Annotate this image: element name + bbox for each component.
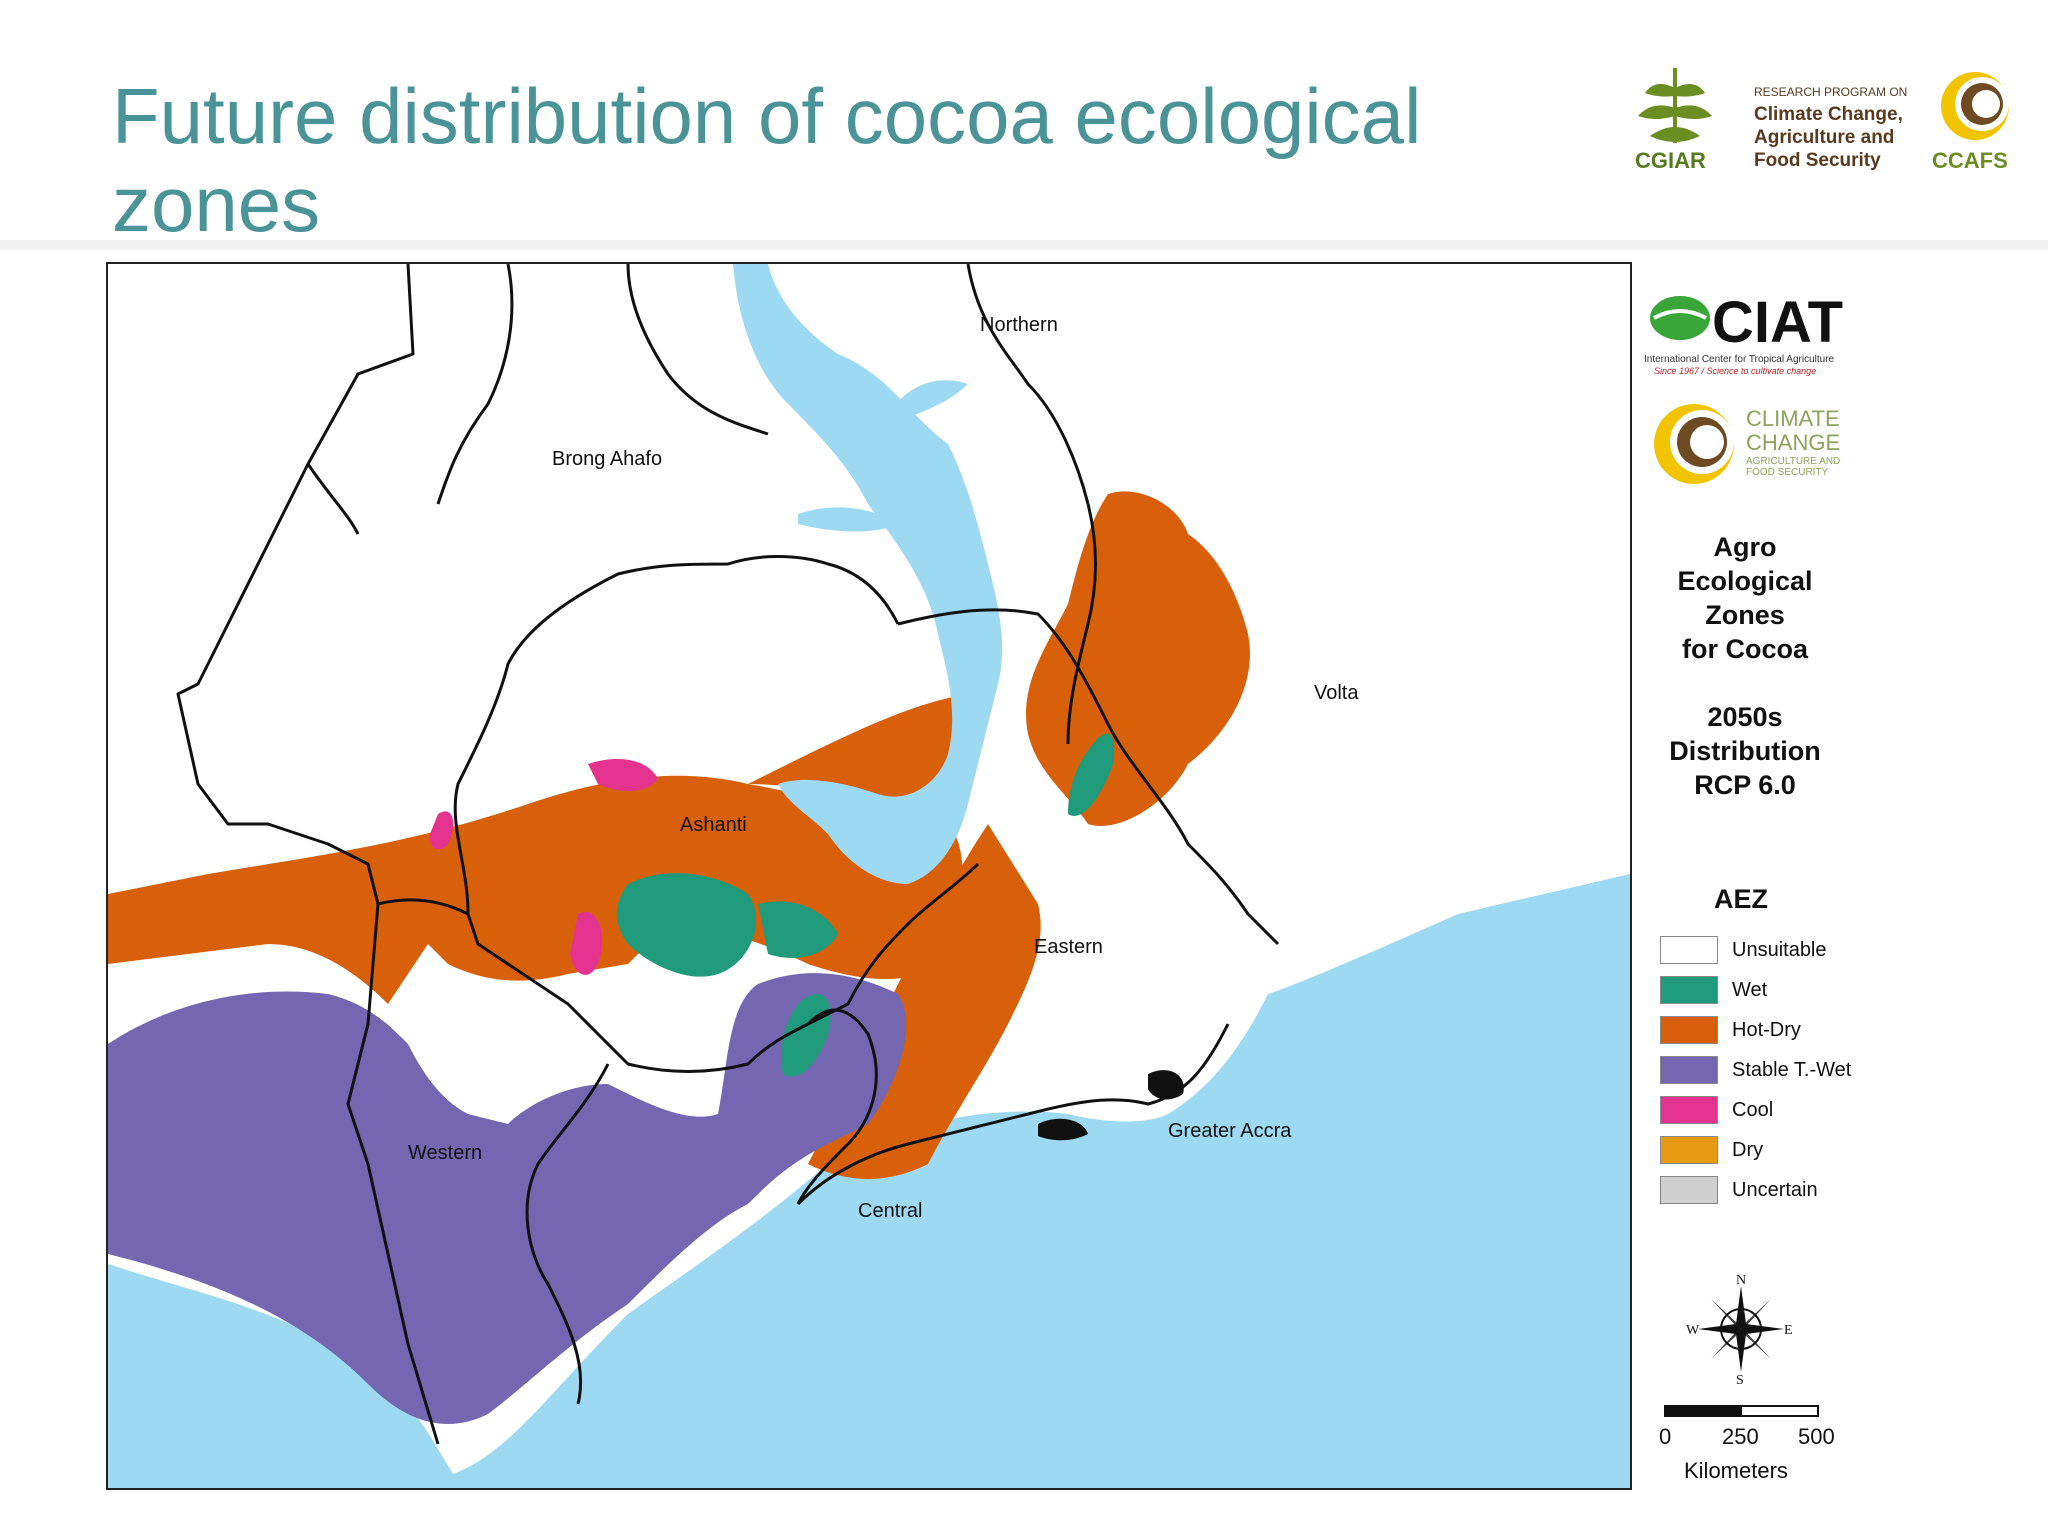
legend-swatch — [1660, 936, 1718, 964]
header-logos: CGIAR RESEARCH PROGRAM ON Climate Change… — [1635, 68, 2009, 173]
scale-tick-500: 500 — [1798, 1424, 1835, 1449]
slide-title: Future distribution of cocoa ecological … — [112, 72, 1422, 248]
legend-title-line: Zones — [1705, 600, 1785, 630]
legend-label: Stable T.-Wet — [1732, 1059, 1852, 1081]
svg-text:FOOD SECURITY: FOOD SECURITY — [1746, 467, 1829, 478]
svg-text:Climate Change,: Climate Change, — [1754, 104, 1903, 125]
svg-text:E: E — [1784, 1323, 1793, 1338]
map-frame: Northern Brong Ahafo Volta Ashanti Easte… — [106, 262, 1632, 1490]
climate-change-logo: CLIMATE CHANGE AGRICULTURE AND FOOD SECU… — [1654, 404, 1840, 484]
title-divider — [0, 240, 2048, 250]
legend-subtitle-line: Distribution — [1669, 736, 1821, 766]
region-label-northern: Northern — [980, 314, 1058, 336]
ccafs-logo: CCAFS — [1932, 72, 2009, 173]
legend-title-line: Agro — [1713, 532, 1777, 562]
legend-swatch — [1660, 1056, 1718, 1084]
zone-cool — [588, 759, 658, 791]
svg-text:CLIMATE: CLIMATE — [1746, 406, 1840, 431]
legend-aez-heading: AEZ — [1714, 884, 1768, 914]
region-label-eastern: Eastern — [1034, 936, 1103, 958]
legend-label: Dry — [1732, 1139, 1764, 1161]
legend-swatch — [1660, 976, 1718, 1004]
map-canvas — [108, 264, 1630, 1488]
zone-cool — [570, 912, 602, 975]
compass-rose-icon: N S W E — [1686, 1274, 1793, 1384]
legend-label: Cool — [1732, 1099, 1774, 1121]
zone-wet — [758, 901, 838, 958]
zone-wet — [1068, 733, 1115, 816]
legend-label: Hot-Dry — [1732, 1019, 1801, 1041]
svg-text:Agriculture and: Agriculture and — [1754, 127, 1894, 148]
svg-text:S: S — [1736, 1373, 1744, 1384]
region-label-greater-accra: Greater Accra — [1168, 1120, 1292, 1142]
legend-subtitle-line: RCP 6.0 — [1694, 770, 1796, 800]
cgiar-logo-text: CGIAR — [1635, 148, 1706, 173]
region-label-central: Central — [858, 1200, 923, 1222]
zone-hot-dry — [108, 775, 963, 1004]
legend-swatch — [1660, 1176, 1718, 1204]
ccafs-program-text: RESEARCH PROGRAM ON Climate Change, Agri… — [1754, 85, 1907, 171]
legend-title-line: Ecological — [1677, 566, 1813, 596]
zone-hot-dry-volta — [1026, 491, 1250, 826]
lake-volta — [733, 264, 1003, 884]
legend-title-line: for Cocoa — [1681, 634, 1808, 664]
region-label-volta: Volta — [1314, 682, 1359, 704]
region-label-brong-ahafo: Brong Ahafo — [552, 448, 663, 470]
scale-tick-0: 0 — [1659, 1424, 1672, 1449]
zone-wet — [616, 873, 757, 977]
svg-text:Since 1967 / Science to cultiv: Since 1967 / Science to cultivate change — [1654, 366, 1816, 376]
accra-lagoon — [1038, 1118, 1088, 1141]
legend-label: Unsuitable — [1732, 939, 1827, 961]
zone-cool — [429, 811, 454, 850]
svg-text:CIAT: CIAT — [1712, 290, 1843, 355]
svg-text:W: W — [1686, 1323, 1700, 1338]
legend-swatch — [1660, 1016, 1718, 1044]
legend-swatch — [1660, 1136, 1718, 1164]
ccafs-logo-text: CCAFS — [1932, 148, 2008, 173]
svg-text:International Center for Tropi: International Center for Tropical Agricu… — [1644, 354, 1835, 365]
zone-stable-t-wet — [108, 973, 907, 1424]
legend-subtitle-line: 2050s — [1707, 702, 1783, 732]
legend-panel: CIAT International Center for Tropical A… — [1640, 262, 2040, 1490]
region-label-ashanti: Ashanti — [680, 814, 747, 836]
svg-text:CHANGE: CHANGE — [1746, 430, 1840, 455]
keta-lagoon — [1148, 1070, 1184, 1100]
scale-bar — [1664, 1405, 1819, 1417]
region-boundaries — [176, 264, 1280, 1445]
region-label-western: Western — [408, 1142, 483, 1164]
scale-tick-250: 250 — [1722, 1424, 1759, 1449]
legend-label: Wet — [1732, 979, 1768, 1001]
legend-label: Uncertain — [1732, 1179, 1818, 1201]
svg-text:RESEARCH PROGRAM ON: RESEARCH PROGRAM ON — [1754, 85, 1907, 99]
lake-volta-arm — [888, 380, 968, 424]
cgiar-logo: CGIAR — [1635, 68, 1712, 173]
svg-text:AGRICULTURE AND: AGRICULTURE AND — [1746, 456, 1840, 467]
svg-text:Food Security: Food Security — [1754, 150, 1881, 171]
legend-swatch — [1660, 1096, 1718, 1124]
ciat-logo: CIAT International Center for Tropical A… — [1644, 290, 1843, 376]
svg-text:N: N — [1736, 1274, 1746, 1288]
ocean — [108, 874, 1630, 1488]
scale-unit: Kilometers — [1684, 1458, 1788, 1483]
lake-volta-arm — [798, 507, 898, 532]
